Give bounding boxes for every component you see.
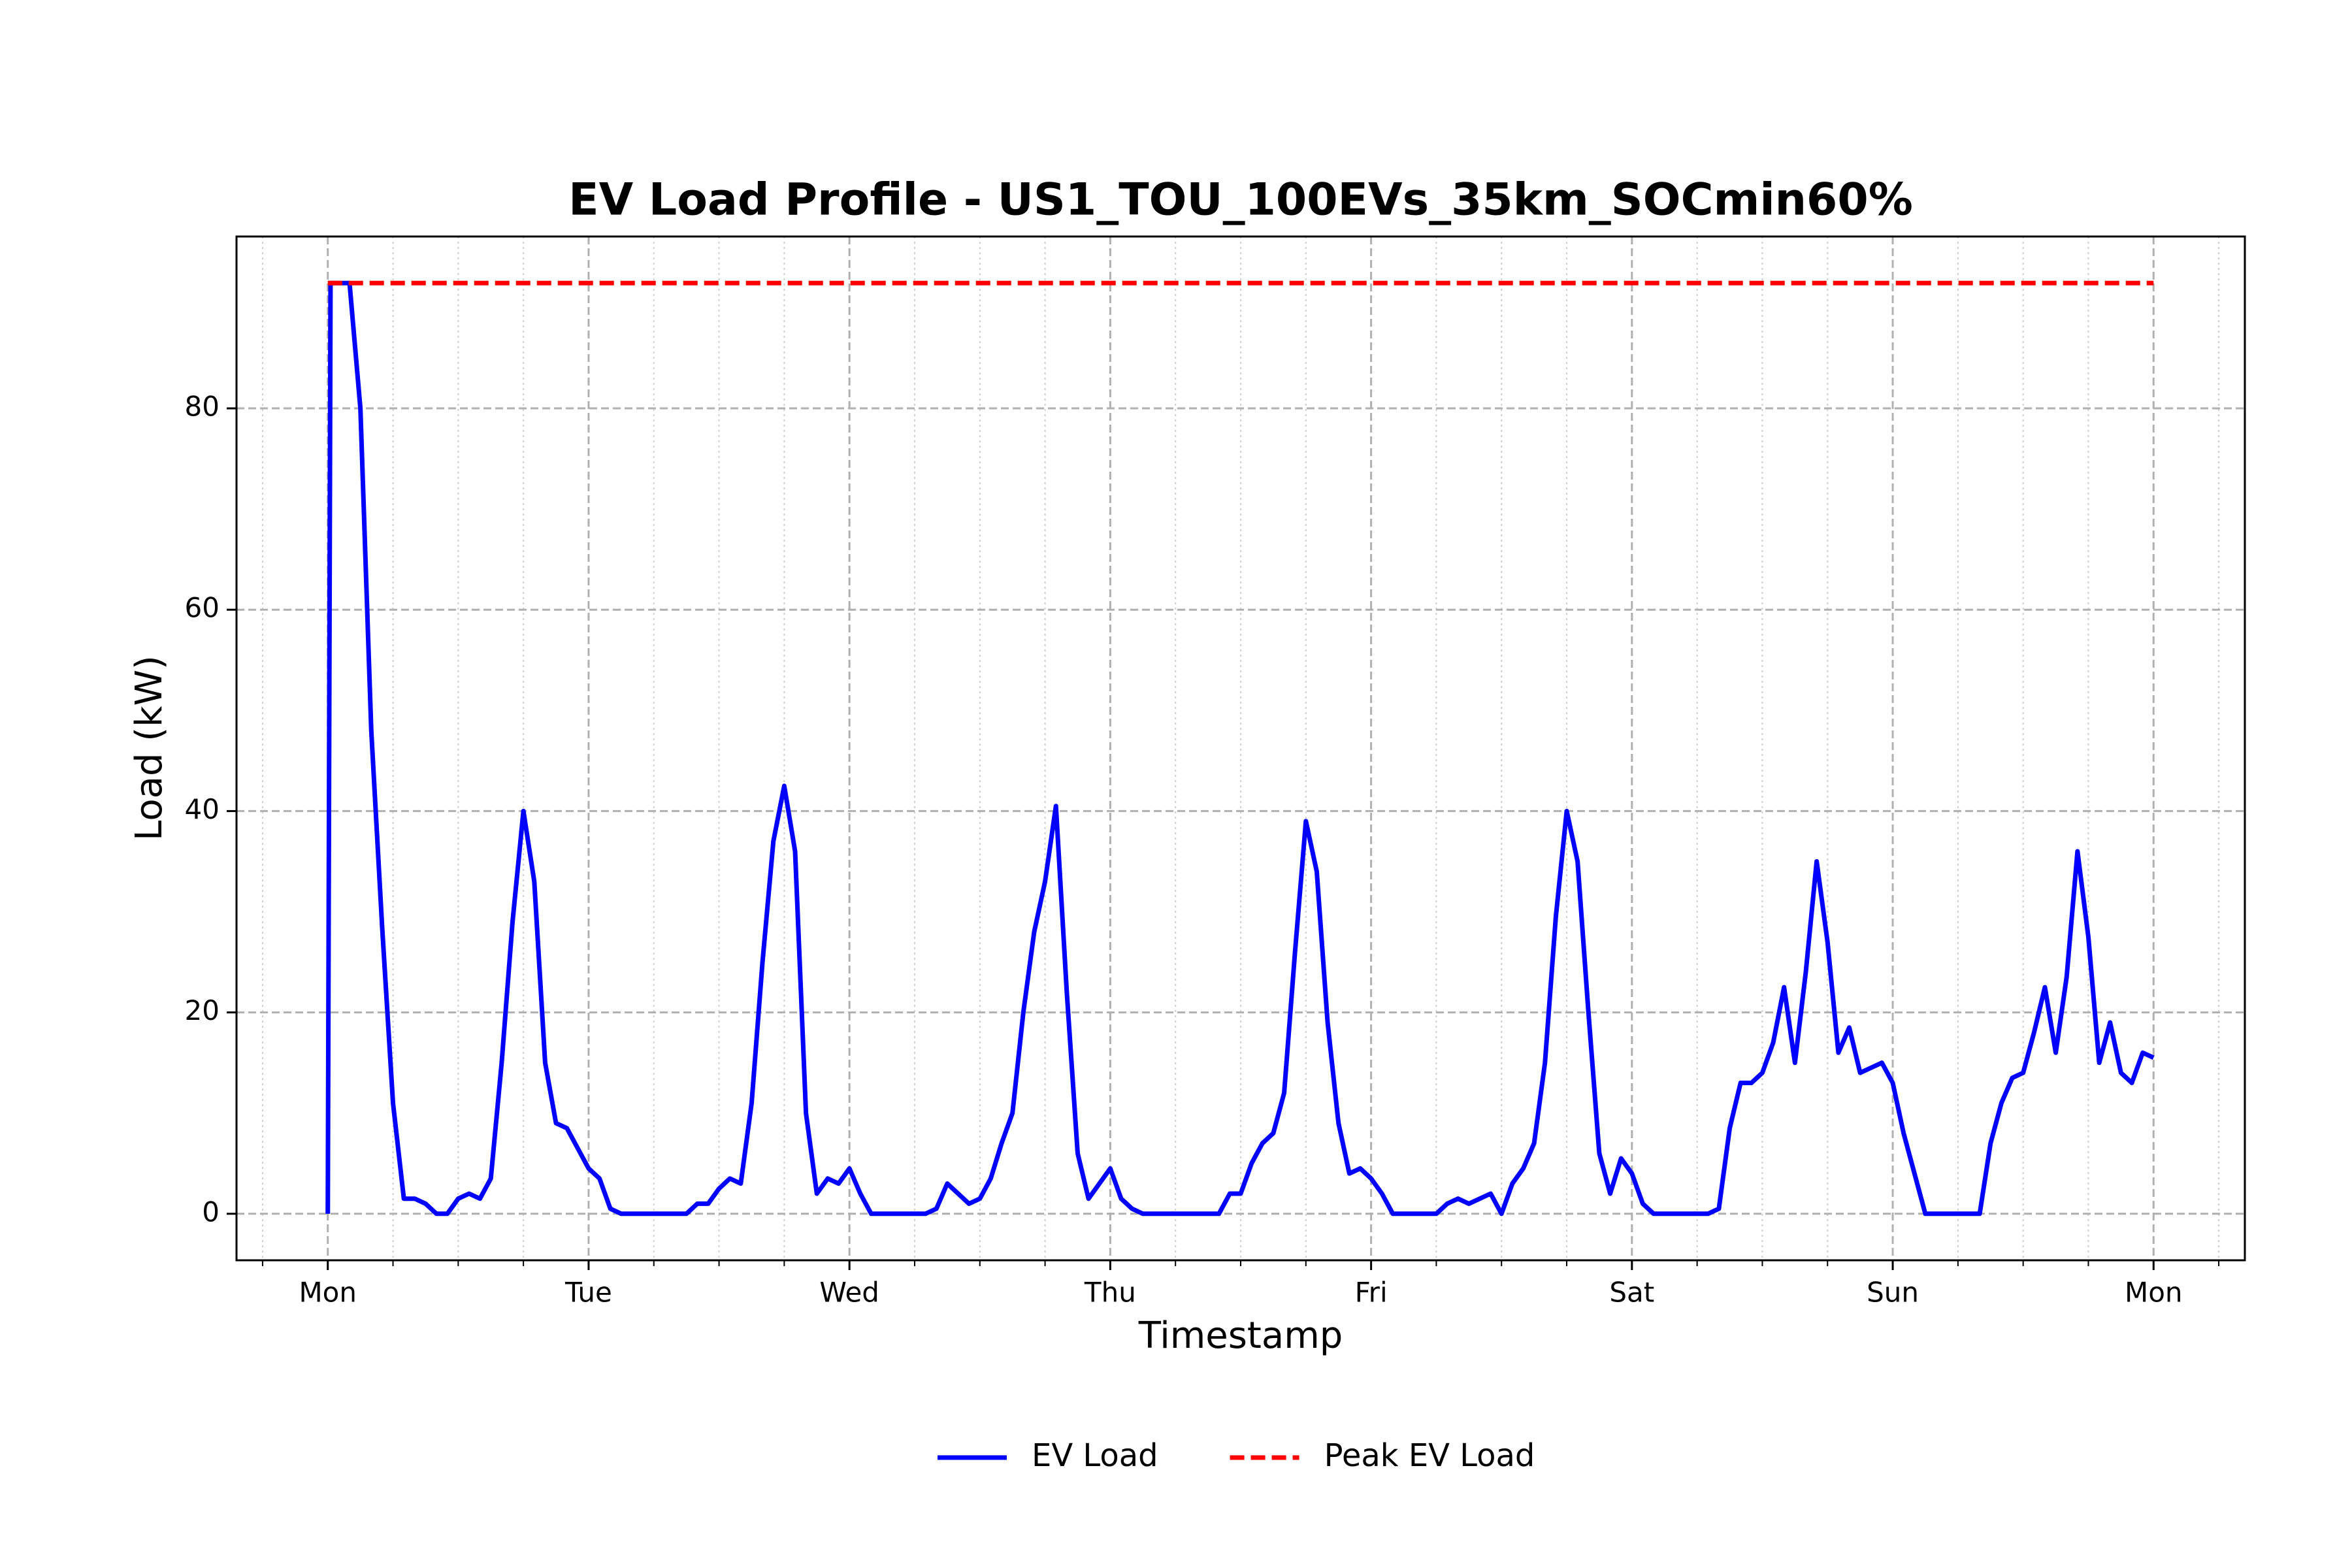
x-axis-label: Timestamp	[1138, 1315, 1343, 1357]
x-tick-label: Mon	[2125, 1277, 2183, 1309]
y-tick-label: 20	[185, 994, 220, 1026]
y-tick-label: 0	[202, 1196, 220, 1228]
x-tick-label: Sun	[1867, 1277, 1919, 1309]
y-tick-label: 80	[185, 391, 220, 423]
chart-title: EV Load Profile - US1_TOU_100EVs_35km_SO…	[568, 174, 1913, 226]
legend-label: Peak EV Load	[1324, 1437, 1535, 1474]
x-tick-label: Tue	[564, 1277, 612, 1309]
plot-lines	[325, 280, 2155, 1217]
x-tick-label: Wed	[819, 1277, 879, 1309]
y-tick-label: 40	[185, 793, 220, 825]
x-tick-label: Sat	[1609, 1277, 1654, 1309]
y-axis-label: Load (kW)	[128, 655, 171, 841]
x-tick-label: Thu	[1084, 1277, 1136, 1309]
x-tick-label: Fri	[1355, 1277, 1388, 1309]
data-line	[325, 280, 2155, 1217]
legend: EV Load Peak EV Load	[938, 1437, 1535, 1474]
legend-label: EV Load	[1032, 1437, 1158, 1474]
y-tick-label: 60	[185, 592, 220, 624]
x-tick-label: Mon	[299, 1277, 357, 1309]
axes: Mon Tue Wed Thu Fri Sat Sun Mon 0 20 40 60 80	[185, 391, 2220, 1309]
